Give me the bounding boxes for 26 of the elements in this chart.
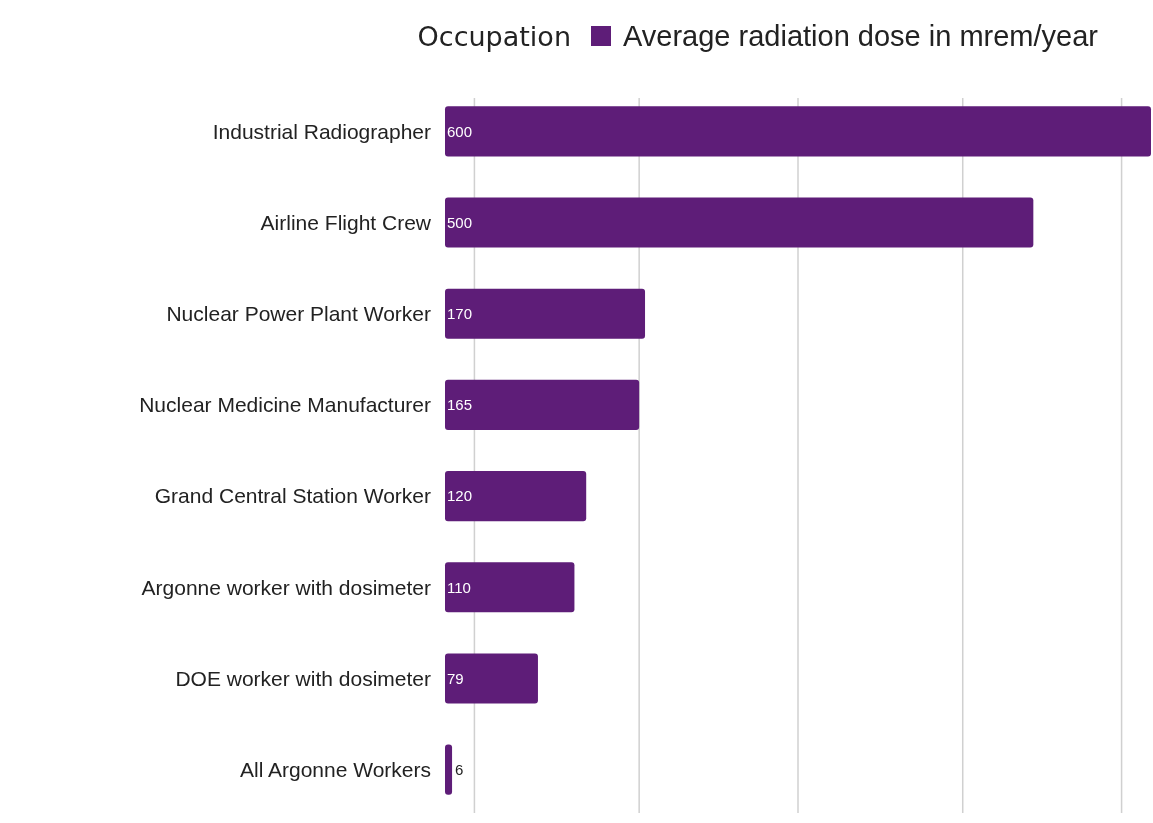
y-tick-label: Nuclear Medicine Manufacturer bbox=[139, 393, 432, 417]
data-label: 600 bbox=[447, 122, 473, 140]
y-tick-label: Industrial Radiographer bbox=[212, 119, 432, 143]
bar bbox=[445, 653, 538, 704]
bar bbox=[445, 106, 1151, 157]
y-tick-label: Nuclear Power Plant Worker bbox=[166, 302, 431, 326]
y-tick-label: Grand Central Station Worker bbox=[154, 484, 431, 508]
data-label: 170 bbox=[447, 304, 473, 322]
legend-label: Average radiation dose in mrem/year bbox=[623, 20, 1099, 52]
y-tick-label: All Argonne Workers bbox=[239, 758, 431, 782]
bar bbox=[445, 744, 453, 795]
y-tick-label: DOE worker with dosimeter bbox=[175, 666, 431, 690]
data-label: 79 bbox=[447, 669, 464, 687]
bar bbox=[445, 197, 1034, 248]
legend-title: Occupation bbox=[417, 21, 571, 52]
bar bbox=[445, 471, 587, 522]
bar bbox=[445, 562, 575, 613]
data-label: 500 bbox=[447, 213, 473, 231]
data-label: 165 bbox=[447, 396, 473, 414]
data-label: 6 bbox=[455, 760, 464, 778]
y-tick-label: Argonne worker with dosimeter bbox=[141, 575, 431, 599]
y-tick-label: Airline Flight Crew bbox=[260, 210, 432, 234]
bar bbox=[445, 379, 640, 430]
data-label: 120 bbox=[447, 487, 473, 505]
bar bbox=[445, 288, 646, 339]
data-label: 110 bbox=[447, 578, 471, 596]
